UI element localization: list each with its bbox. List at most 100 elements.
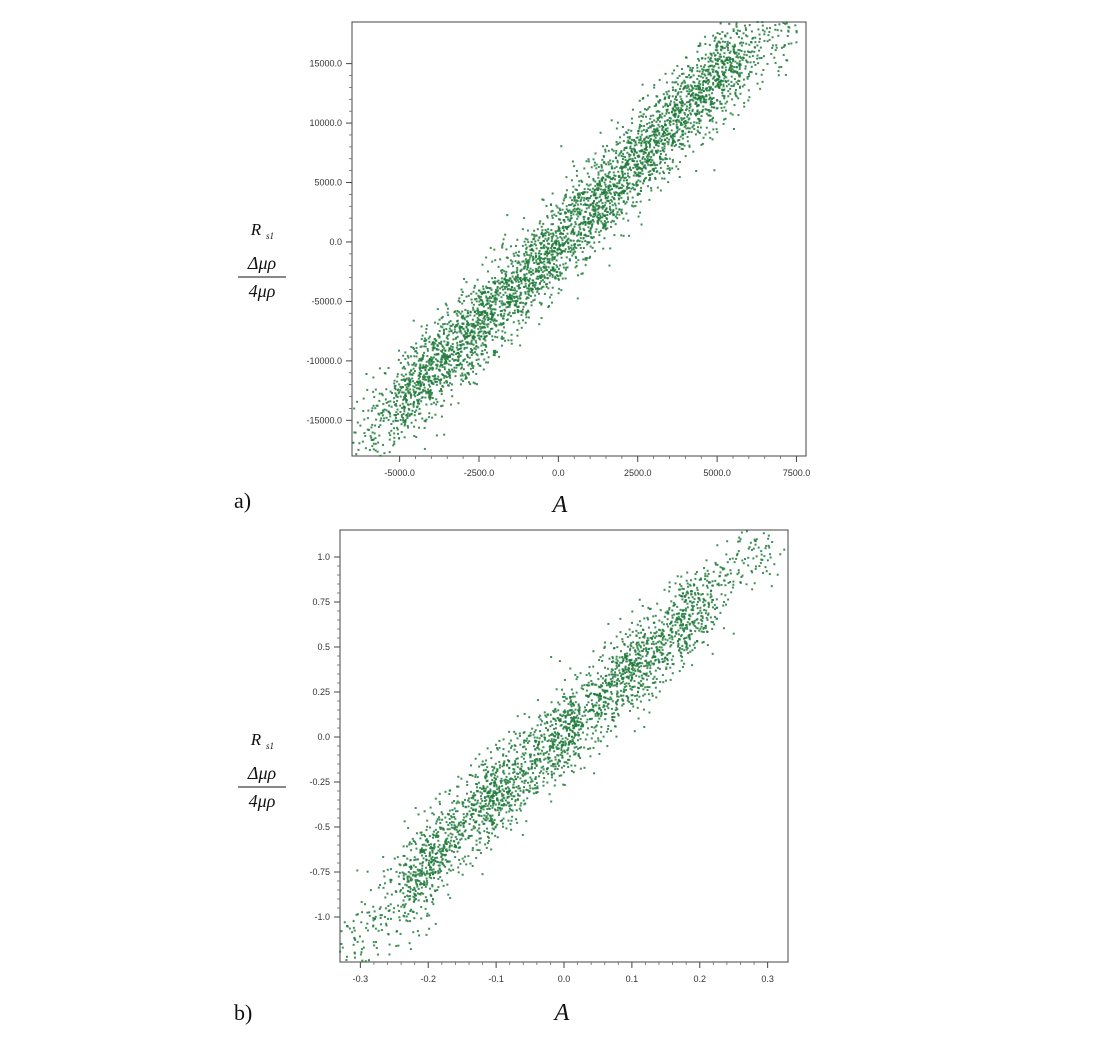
scatter-point: [354, 956, 357, 959]
scatter-point: [518, 807, 521, 810]
scatter-point: [423, 843, 426, 846]
scatter-point: [478, 753, 481, 756]
scatter-point: [603, 161, 606, 164]
scatter-point: [576, 193, 579, 196]
scatter-point: [438, 800, 441, 803]
scatter-point: [415, 882, 418, 885]
scatter-point: [530, 304, 533, 307]
scatter-point: [443, 846, 446, 849]
scatter-point: [488, 318, 491, 321]
scatter-point: [520, 310, 523, 313]
scatter-point: [482, 805, 485, 808]
scatter-point: [705, 94, 708, 97]
scatter-point: [780, 29, 783, 32]
scatter-point: [485, 811, 488, 814]
scatter-point: [408, 942, 411, 945]
scatter-point: [704, 42, 707, 45]
scatter-point: [739, 42, 742, 45]
scatter-point: [569, 250, 572, 253]
scatter-point: [442, 845, 445, 848]
scatter-point: [744, 27, 747, 30]
scatter-point: [678, 128, 681, 131]
scatter-point: [517, 309, 520, 312]
scatter-point: [620, 192, 623, 195]
scatter-point: [380, 914, 383, 917]
scatter-point: [409, 909, 412, 912]
scatter-point: [491, 277, 494, 280]
scatter-point: [654, 177, 657, 180]
scatter-point: [490, 317, 493, 320]
scatter-point: [408, 843, 411, 846]
scatter-point: [777, 74, 780, 77]
scatter-point: [444, 816, 447, 819]
scatter-point: [492, 281, 495, 284]
scatter-point: [692, 150, 695, 153]
scatter-point: [414, 419, 417, 422]
scatter-point: [447, 363, 450, 366]
scatter-point: [649, 144, 652, 147]
scatter-point: [389, 917, 392, 920]
scatter-point: [458, 821, 461, 824]
scatter-point: [671, 139, 674, 142]
scatter-point: [421, 867, 424, 870]
scatter-point: [390, 405, 393, 408]
scatter-point: [433, 862, 436, 865]
scatter-point: [475, 782, 478, 785]
scatter-point: [389, 903, 392, 906]
scatter-point: [580, 196, 583, 199]
scatter-point: [477, 334, 480, 337]
scatter-point: [430, 895, 433, 898]
scatter-point: [512, 292, 515, 295]
scatter-point: [462, 860, 465, 863]
scatter-point: [698, 70, 701, 73]
scatter-point: [602, 214, 605, 217]
scatter-point: [450, 345, 453, 348]
scatter-point: [516, 334, 519, 337]
scatter-point: [387, 419, 390, 422]
scatter-point: [559, 232, 562, 235]
scatter-point: [704, 81, 707, 84]
scatter-point: [452, 813, 455, 816]
scatter-point: [637, 192, 640, 195]
scatter-point: [418, 934, 421, 937]
scatter-point: [398, 883, 401, 886]
scatter-point: [435, 403, 438, 406]
scatter-point: [634, 157, 637, 160]
scatter-point: [487, 280, 490, 283]
scatter-point: [652, 167, 655, 170]
scatter-point: [667, 96, 670, 99]
scatter-point: [560, 272, 563, 275]
scatter-point: [480, 352, 483, 355]
scatter-point: [472, 819, 475, 822]
scatter-point: [655, 104, 658, 107]
scatter-point: [665, 157, 668, 160]
scatter-point: [666, 167, 669, 170]
scatter-point: [552, 246, 555, 249]
scatter-point: [487, 302, 490, 305]
scatter-point: [524, 292, 527, 295]
scatter-point: [445, 821, 448, 824]
scatter-point: [641, 157, 644, 160]
scatter-point: [524, 321, 527, 324]
scatter-point: [473, 803, 476, 806]
scatter-point: [749, 51, 752, 54]
scatter-point: [419, 372, 422, 375]
scatter-point: [462, 819, 465, 822]
scatter-point: [658, 133, 661, 136]
scatter-point: [734, 45, 737, 48]
scatter-point: [765, 27, 768, 30]
scatter-point: [754, 63, 757, 66]
scatter-point: [622, 126, 625, 129]
scatter-point: [708, 80, 711, 83]
scatter-point: [648, 159, 651, 162]
scatter-point: [645, 176, 648, 179]
scatter-point: [533, 237, 536, 240]
scatter-point: [540, 269, 543, 272]
scatter-point: [450, 836, 453, 839]
scatter-point: [430, 871, 433, 874]
scatter-point: [708, 73, 711, 76]
scatter-point: [412, 380, 415, 383]
scatter-point: [354, 938, 357, 941]
scatter-point: [592, 158, 595, 161]
scatter-point: [390, 429, 393, 432]
